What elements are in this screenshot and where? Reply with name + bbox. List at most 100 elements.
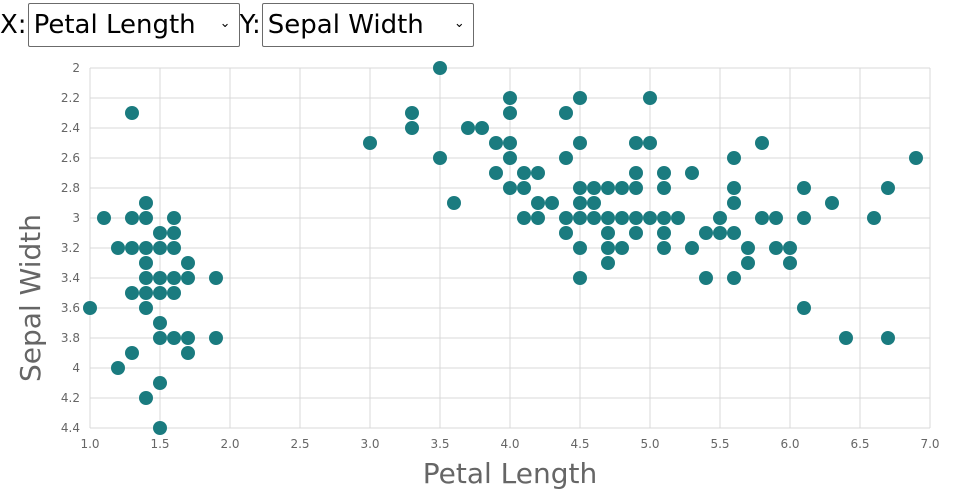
data-point	[601, 181, 615, 195]
axis-controls: X: Petal Length ⌄ Y: Sepal Width ⌄	[0, 0, 474, 50]
data-point	[727, 226, 741, 240]
data-point	[517, 211, 531, 225]
data-point	[629, 181, 643, 195]
data-point	[741, 256, 755, 270]
y-tick-label: 3	[72, 211, 80, 225]
y-tick-label: 2.6	[61, 151, 80, 165]
y-axis-label: Y:	[239, 10, 261, 40]
data-point	[783, 241, 797, 255]
data-point	[755, 211, 769, 225]
tick-labels: 1.0 1.5 2.0 2.5 3.0 3.5 4.0 4.5 5.0 5.5 6.0 6.5 7.0 2…	[61, 61, 940, 451]
data-point	[433, 151, 447, 165]
data-point	[97, 211, 111, 225]
data-point	[559, 106, 573, 120]
data-point	[503, 151, 517, 165]
x-axis-select-value: Petal Length	[33, 10, 196, 40]
data-point	[573, 271, 587, 285]
chevron-down-icon: ⌄	[453, 16, 465, 31]
data-point	[587, 211, 601, 225]
data-point	[657, 226, 671, 240]
data-point	[153, 421, 167, 435]
data-point	[153, 331, 167, 345]
data-point	[615, 181, 629, 195]
x-tick-label: 2.0	[220, 437, 239, 451]
data-point	[167, 226, 181, 240]
data-point	[601, 256, 615, 270]
data-point	[517, 181, 531, 195]
y-tick-label: 4.4	[61, 421, 80, 435]
data-point	[629, 136, 643, 150]
data-point	[545, 196, 559, 210]
data-point	[797, 181, 811, 195]
data-point	[125, 346, 139, 360]
data-point	[601, 241, 615, 255]
data-point	[839, 331, 853, 345]
y-tick-label: 2	[72, 61, 80, 75]
data-point	[685, 166, 699, 180]
data-point	[755, 136, 769, 150]
data-point	[769, 241, 783, 255]
data-point	[713, 226, 727, 240]
x-tick-label: 1.0	[80, 437, 99, 451]
data-point	[447, 196, 461, 210]
data-points	[83, 61, 923, 435]
data-point	[181, 256, 195, 270]
data-point	[363, 136, 377, 150]
x-axis-select[interactable]: Petal Length ⌄	[27, 3, 240, 47]
data-point	[139, 391, 153, 405]
data-point	[559, 226, 573, 240]
data-point	[139, 196, 153, 210]
data-point	[125, 106, 139, 120]
y-tick-label: 3.8	[61, 331, 80, 345]
data-point	[559, 211, 573, 225]
data-point	[615, 241, 629, 255]
data-point	[643, 211, 657, 225]
data-point	[601, 211, 615, 225]
data-point	[657, 181, 671, 195]
data-point	[573, 196, 587, 210]
data-point	[111, 361, 125, 375]
data-point	[587, 196, 601, 210]
y-axis-select[interactable]: Sepal Width ⌄	[261, 3, 474, 47]
data-point	[167, 211, 181, 225]
data-point	[517, 166, 531, 180]
data-point	[503, 106, 517, 120]
data-point	[741, 241, 755, 255]
data-point	[573, 91, 587, 105]
data-point	[153, 286, 167, 300]
data-point	[643, 91, 657, 105]
chevron-down-icon: ⌄	[219, 16, 231, 31]
y-tick-label: 4.2	[61, 391, 80, 405]
data-point	[713, 211, 727, 225]
data-point	[727, 271, 741, 285]
data-point	[489, 136, 503, 150]
data-point	[209, 331, 223, 345]
data-point	[531, 211, 545, 225]
data-point	[657, 241, 671, 255]
data-point	[867, 211, 881, 225]
data-point	[797, 301, 811, 315]
data-point	[559, 151, 573, 165]
grid-lines	[89, 67, 931, 429]
data-point	[657, 166, 671, 180]
data-point	[167, 331, 181, 345]
data-point	[573, 136, 587, 150]
data-point	[125, 211, 139, 225]
data-point	[139, 211, 153, 225]
data-point	[181, 331, 195, 345]
data-point	[139, 301, 153, 315]
data-point	[587, 181, 601, 195]
x-axis-title: Petal Length	[423, 457, 598, 490]
data-point	[685, 241, 699, 255]
data-point	[153, 226, 167, 240]
data-point	[503, 181, 517, 195]
data-point	[629, 226, 643, 240]
data-point	[461, 121, 475, 135]
y-tick-label: 2.2	[61, 91, 80, 105]
data-point	[727, 196, 741, 210]
x-tick-label: 3.0	[360, 437, 379, 451]
x-tick-label: 5.0	[640, 437, 659, 451]
data-point	[167, 271, 181, 285]
data-point	[643, 136, 657, 150]
data-point	[83, 301, 97, 315]
